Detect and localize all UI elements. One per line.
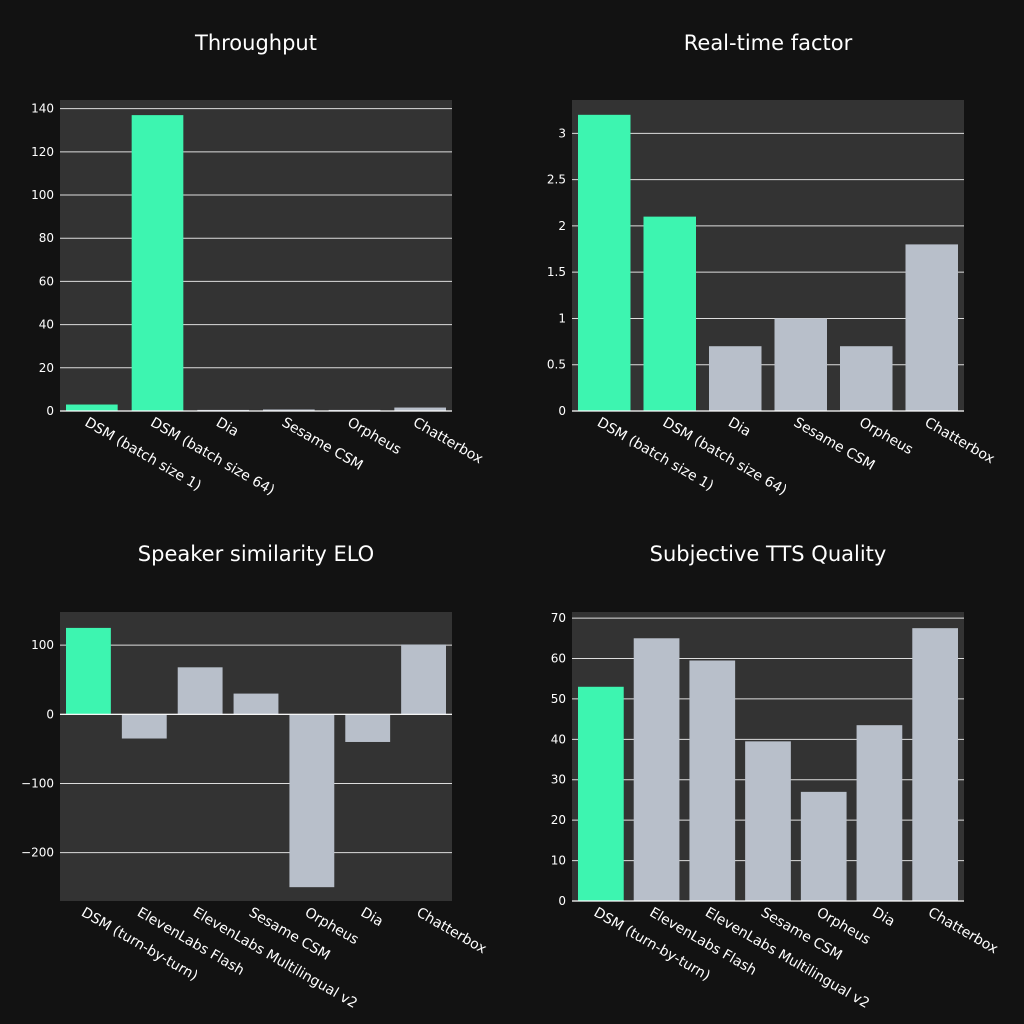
y-tick-label: 100 (31, 638, 54, 652)
y-tick-label: 2.5 (547, 173, 566, 187)
bar (745, 741, 791, 901)
y-tick-label: 0 (46, 404, 54, 418)
y-tick-label: 70 (551, 611, 566, 625)
y-tick-label: 20 (551, 813, 566, 827)
y-tick-label: 40 (39, 318, 54, 332)
y-tick-label: 140 (31, 102, 54, 116)
bar (578, 114, 631, 412)
bar (905, 244, 958, 411)
bar (121, 714, 167, 739)
bar (66, 404, 118, 411)
bar (774, 318, 827, 411)
bar (233, 693, 279, 715)
y-tick-label: 30 (551, 773, 566, 787)
y-tick-label: 0 (558, 894, 566, 908)
bar (709, 346, 762, 411)
bar (689, 660, 736, 901)
y-tick-label: 1 (558, 311, 566, 325)
bar (394, 407, 446, 411)
y-tick-label: 80 (39, 231, 54, 245)
bar (643, 216, 696, 411)
bar (401, 644, 446, 715)
bar (345, 714, 391, 742)
bar (912, 628, 958, 901)
bar (66, 627, 111, 715)
y-tick-label: 20 (39, 361, 54, 375)
bar (856, 725, 903, 901)
chart-title-throughput: Throughput (194, 31, 317, 55)
y-tick-label: 0.5 (547, 358, 566, 372)
y-tick-label: −200 (21, 846, 54, 860)
bar (177, 667, 223, 715)
chart-title-subjective-tts-quality: Subjective TTS Quality (650, 542, 887, 566)
y-tick-label: 100 (31, 188, 54, 202)
bar (131, 115, 184, 412)
y-tick-label: 50 (551, 692, 566, 706)
y-tick-label: 2 (558, 219, 566, 233)
bar (578, 686, 624, 901)
y-tick-label: 3 (558, 126, 566, 140)
y-tick-label: 40 (551, 732, 566, 746)
plot-area (60, 612, 452, 901)
y-tick-label: 0 (558, 404, 566, 418)
y-tick-label: 0 (46, 707, 54, 721)
bar (840, 346, 893, 411)
chart-title-real-time-factor: Real-time factor (684, 31, 853, 55)
bar (633, 638, 680, 901)
plot-area (572, 100, 964, 411)
plot-area (60, 100, 452, 411)
bar (800, 791, 847, 901)
y-tick-label: 60 (551, 651, 566, 665)
bar (263, 409, 315, 411)
y-tick-label: 10 (551, 854, 566, 868)
chart-title-speaker-similarity-elo: Speaker similarity ELO (138, 542, 374, 566)
bar (289, 714, 335, 888)
y-tick-label: −100 (21, 776, 54, 790)
y-tick-label: 60 (39, 274, 54, 288)
y-tick-label: 120 (31, 145, 54, 159)
y-tick-label: 1.5 (547, 265, 566, 279)
